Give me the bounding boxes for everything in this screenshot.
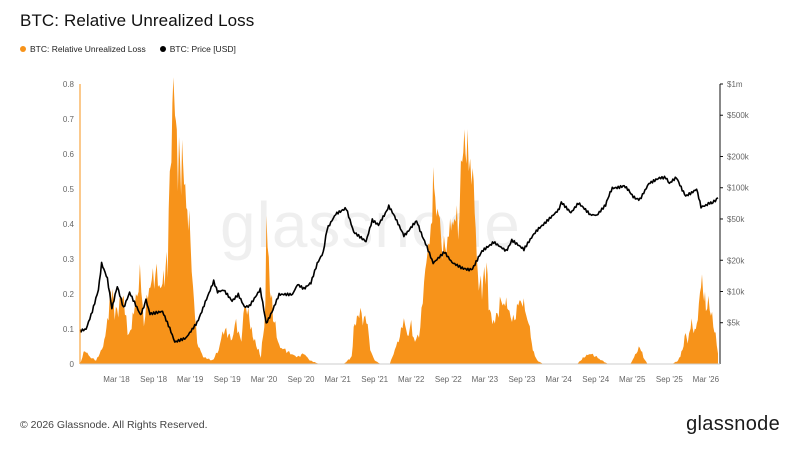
left-tick-label: 0.1 xyxy=(63,325,75,334)
right-tick-label: $50k xyxy=(727,215,745,224)
right-tick-label: $200k xyxy=(727,153,750,162)
x-tick-label: Sep '18 xyxy=(140,375,167,384)
right-tick-label: $10k xyxy=(727,287,745,296)
left-tick-label: 0.3 xyxy=(63,255,75,264)
copyright-text: © 2026 Glassnode. All Rights Reserved. xyxy=(20,419,208,431)
right-tick-label: $500k xyxy=(727,111,750,120)
legend-swatch-loss xyxy=(20,46,26,52)
x-tick-label: Mar '22 xyxy=(398,375,425,384)
left-tick-label: 0.7 xyxy=(63,115,75,124)
x-tick-label: Mar '26 xyxy=(693,375,720,384)
x-tick-label: Mar '18 xyxy=(103,375,130,384)
right-tick-label: $5k xyxy=(727,319,741,328)
brand-logo: glassnode xyxy=(686,413,780,435)
x-tick-label: Mar '20 xyxy=(251,375,278,384)
loss-area-series xyxy=(80,77,718,365)
left-tick-label: 0.8 xyxy=(63,80,75,89)
left-tick-label: 0.2 xyxy=(63,290,75,299)
x-tick-label: Mar '19 xyxy=(177,375,204,384)
legend-swatch-price xyxy=(159,46,166,52)
legend-item-loss[interactable]: BTC: Relative Unrealized Loss xyxy=(20,44,146,54)
price-line-series xyxy=(79,175,719,343)
x-tick-label: Mar '21 xyxy=(324,375,351,384)
x-tick-label: Sep '24 xyxy=(582,375,609,384)
legend: BTC: Relative Unrealized Loss BTC: Price… xyxy=(20,44,236,54)
left-tick-label: 0 xyxy=(70,360,75,369)
legend-label-loss: BTC: Relative Unrealized Loss xyxy=(30,44,146,54)
x-tick-label: Mar '23 xyxy=(472,375,499,384)
chart-canvas[interactable]: 0 0.1 0.2 0.3 0.4 0.5 0.6 0.7 0.8 $5k $10k $20k $50k… xyxy=(0,0,800,410)
x-tick-label: Sep '25 xyxy=(656,375,683,384)
right-tick-label: $20k xyxy=(727,256,745,265)
left-tick-label: 0.4 xyxy=(63,220,75,229)
x-tick-label: Sep '20 xyxy=(288,375,315,384)
x-tick-label: Sep '23 xyxy=(508,375,535,384)
left-tick-label: 0.5 xyxy=(63,185,75,194)
right-tick-label: $1m xyxy=(727,80,743,89)
legend-item-price[interactable]: BTC: Price [USD] xyxy=(159,44,236,54)
legend-label-price: BTC: Price [USD] xyxy=(169,44,236,54)
x-tick-label: Sep '19 xyxy=(214,375,241,384)
right-tick-label: $100k xyxy=(727,184,750,193)
x-tick-label: Mar '25 xyxy=(619,375,646,384)
x-tick-label: Mar '24 xyxy=(545,375,572,384)
x-tick-label: Sep '21 xyxy=(361,375,388,384)
x-tick-label: Sep '22 xyxy=(435,375,462,384)
left-tick-label: 0.6 xyxy=(63,150,75,159)
chart-title: BTC: Relative Unrealized Loss xyxy=(20,11,255,30)
